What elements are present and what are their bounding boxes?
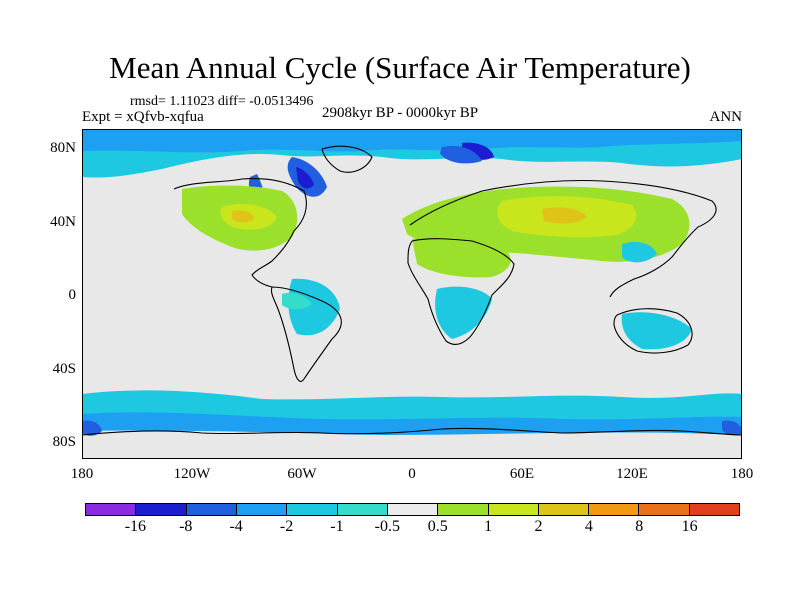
eurasia-coastline (409, 179, 717, 298)
colorbar-swatch (438, 504, 489, 515)
lon-label-60w: 60W (287, 466, 317, 482)
north-africa-warm-region (412, 236, 511, 278)
stats-text: rmsd= 1.11023 diff= -0.0513496 (130, 94, 314, 109)
lon-label-180w: 180 (70, 466, 94, 482)
colorbar-label: -16 (124, 518, 147, 535)
colorbar-swatch (287, 504, 338, 515)
lat-label-0: 0 (68, 287, 77, 303)
lat-label-80s: 80S (52, 434, 76, 450)
africa-coastline (407, 238, 515, 346)
season-label: ANN (709, 109, 743, 125)
colorbar-swatch (488, 504, 539, 515)
colorbar-label: -0.5 (374, 518, 400, 535)
period-label: 2908kyr BP - 0000kyr BP (321, 105, 479, 121)
central-africa-cool-region (435, 286, 492, 339)
experiment-label: Expt = xQfvb-xqfua (82, 109, 204, 125)
plot-title: Mean Annual Cycle (Surface Air Temperatu… (109, 50, 691, 85)
lon-label-60e: 60E (509, 466, 535, 482)
antarctica-neutral-region (82, 430, 742, 459)
asia-hotspot (542, 207, 587, 224)
south-america-coastline (270, 286, 342, 382)
colorbar-swatch (689, 504, 740, 515)
lat-label-40n: 40N (50, 214, 76, 230)
colorbar-swatch (337, 504, 388, 515)
colorbar-label: 2 (534, 518, 543, 535)
colorbar-swatch (236, 504, 288, 515)
antarctica-coastline (82, 427, 742, 436)
colorbar-label: -8 (179, 518, 193, 535)
ross-sea-cold-patch-east (722, 420, 742, 436)
australia-cool-region (621, 312, 692, 350)
lon-label-0: 0 (408, 466, 416, 482)
colorbar-label: -1 (330, 518, 344, 535)
australia-coastline (613, 308, 693, 354)
lat-label-80n: 80N (50, 140, 76, 156)
greenland-coastline (321, 145, 373, 173)
colorbar-swatch (186, 504, 237, 515)
colorbar-label: -4 (229, 518, 243, 535)
colorbar-swatch (86, 504, 137, 515)
north-america-coastline (173, 178, 307, 288)
lon-label-120w: 120W (173, 466, 211, 482)
lon-label-120e: 120E (616, 466, 648, 482)
colorbar-label: 8 (635, 518, 644, 535)
map-frame (82, 129, 742, 459)
kara-cold-patch (440, 145, 482, 164)
arctic-cold-band (82, 129, 742, 153)
colorbar-label: -2 (279, 518, 294, 535)
colorbar-swatch (387, 504, 439, 515)
colorbar-label: 16 (681, 518, 698, 535)
colorbar-label: 0.5 (427, 518, 448, 535)
lat-label-40s: 40S (52, 361, 76, 377)
coastlines (82, 145, 742, 436)
baffin-coldest-patch (296, 167, 314, 189)
lon-label-180e: 180 (730, 466, 754, 482)
ross-sea-cold-patch (82, 420, 102, 436)
east-asia-cool-patch (622, 241, 657, 263)
colorbar-swatch (136, 504, 187, 515)
colorbar-swatch (639, 504, 690, 515)
north-america-hotspot (232, 210, 254, 223)
colorbar-label: 1 (484, 518, 493, 535)
colorbar (85, 503, 740, 516)
amazon-cool-patch (282, 293, 312, 310)
colorbar-label: 4 (584, 518, 593, 535)
temperature-map (82, 129, 742, 459)
colorbar-swatch (538, 504, 590, 515)
colorbar-swatch (589, 504, 640, 515)
